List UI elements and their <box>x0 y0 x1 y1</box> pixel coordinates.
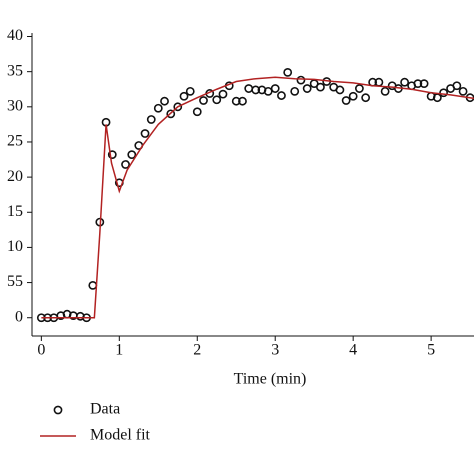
data-point <box>283 67 293 77</box>
data-point <box>173 102 183 112</box>
data-point <box>251 85 261 95</box>
data-point <box>199 96 208 105</box>
data-point <box>107 150 117 160</box>
x-tick-label: 3 <box>271 342 279 359</box>
data-point <box>127 150 137 160</box>
y-tick-label: 55 <box>7 273 23 290</box>
data-point <box>413 79 423 89</box>
data-point <box>185 86 195 96</box>
data-point <box>355 84 364 93</box>
data-point <box>121 160 130 169</box>
data-point <box>244 84 254 93</box>
y-tick-label: 35 <box>7 62 23 79</box>
y-tick-label: 20 <box>7 168 23 185</box>
model-line <box>41 76 474 319</box>
data-point <box>419 79 429 89</box>
data-point <box>348 91 358 101</box>
data-point <box>166 109 176 119</box>
data-point <box>458 86 468 96</box>
x-tick-label: 1 <box>115 342 123 359</box>
data-point <box>452 81 462 91</box>
data-point <box>263 86 273 96</box>
y-tick-label: 0 <box>15 308 23 325</box>
data-point <box>400 77 410 87</box>
y-tick-label: 30 <box>7 97 23 114</box>
legend-marker <box>53 405 63 415</box>
x-tick-label: 5 <box>427 342 435 359</box>
data-point <box>302 84 312 93</box>
y-tick-label: 15 <box>7 203 23 220</box>
data-point <box>290 86 300 96</box>
data-point <box>335 85 345 95</box>
legend-label: Model fit <box>90 427 151 444</box>
data-point <box>140 129 150 138</box>
data-point <box>341 96 351 105</box>
x-axis-label: Time (min) <box>234 371 307 388</box>
data-point <box>146 115 156 124</box>
data-point <box>238 96 247 106</box>
data-point <box>296 75 306 85</box>
data-point <box>439 88 448 98</box>
data-point <box>270 84 280 93</box>
data-point <box>380 86 390 96</box>
data-point <box>316 82 325 92</box>
data-point <box>218 89 228 99</box>
data-point <box>212 95 222 105</box>
data-point <box>192 107 202 117</box>
data-point <box>361 93 371 103</box>
data-point <box>160 96 169 106</box>
data-point <box>88 280 98 290</box>
data-point <box>231 96 241 106</box>
data-point <box>153 103 163 113</box>
data-point <box>277 91 286 100</box>
x-tick-label: 0 <box>37 342 45 359</box>
y-tick-label: 25 <box>7 133 23 150</box>
y-tick-label: 10 <box>7 238 23 255</box>
legend-label: Data <box>90 401 120 418</box>
x-tick-label: 2 <box>193 342 201 359</box>
y-tick-label: 40 <box>7 27 23 44</box>
data-point <box>179 91 189 101</box>
x-tick-label: 4 <box>349 342 357 359</box>
